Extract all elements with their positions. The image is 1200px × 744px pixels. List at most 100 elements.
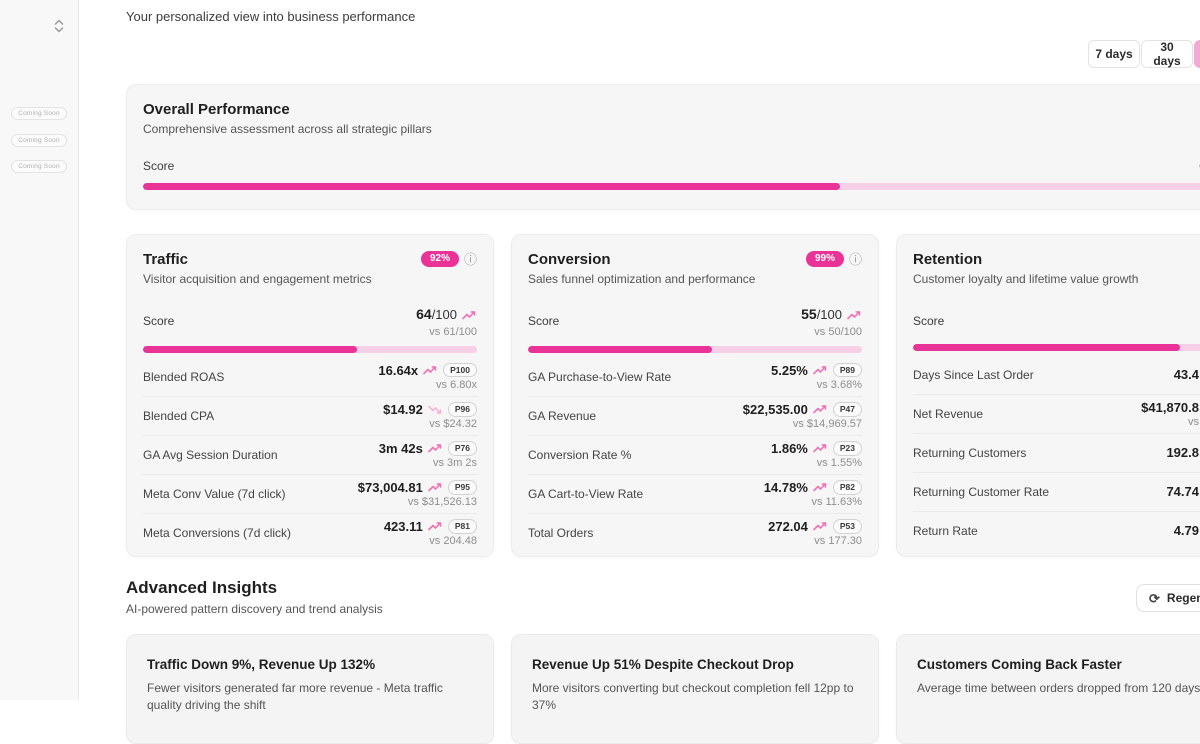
metric-row: GA Avg Session Duration 3m 42s P76 vs 3m … bbox=[143, 435, 477, 474]
metric-vs: vs bbox=[1188, 416, 1199, 428]
refresh-icon: ⟳ bbox=[1149, 590, 1160, 606]
metric-row: GA Revenue $22,535.00 P47 vs $14,969.57 bbox=[528, 396, 862, 435]
metric-vs: vs 204.48 bbox=[429, 535, 477, 547]
insight-body: More visitors converting but checkout co… bbox=[532, 681, 854, 713]
coming-soon-badge: Coming Soon bbox=[11, 134, 67, 147]
metric-label: GA Cart-to-View Rate bbox=[528, 487, 644, 501]
percentile-badge: P89 bbox=[832, 362, 862, 378]
metric-vs: vs 6.80x bbox=[436, 378, 477, 391]
metric-label: Return Rate bbox=[913, 524, 978, 538]
metric-vs: vs 11.63% bbox=[811, 496, 862, 508]
score-vs: vs 50/100 bbox=[814, 326, 862, 338]
score-bar-fill bbox=[143, 346, 357, 353]
score-label: Score bbox=[528, 314, 560, 328]
trend-icon bbox=[428, 521, 443, 532]
metric-label: Blended ROAS bbox=[143, 369, 225, 384]
metric-label: Total Orders bbox=[528, 526, 594, 540]
trend-icon bbox=[428, 443, 443, 454]
trend-icon bbox=[813, 482, 828, 493]
percentile-badge: P23 bbox=[832, 441, 862, 456]
percentile-badge: P95 bbox=[447, 480, 477, 495]
metric-label: Net Revenue bbox=[913, 407, 984, 421]
metric-vs: vs $31,526.13 bbox=[407, 496, 477, 508]
traffic-subtitle: Visitor acquisition and engagement metri… bbox=[143, 272, 372, 286]
metric-label: GA Revenue bbox=[528, 409, 597, 423]
metric-value: 1.86% bbox=[771, 441, 808, 456]
insight-body: Fewer visitors generated far more revenu… bbox=[147, 681, 443, 713]
metric-label: Blended CPA bbox=[143, 409, 215, 423]
insight-title: Traffic Down 9%, Revenue Up 132% bbox=[147, 657, 376, 672]
time-range-7-days-button[interactable]: 7 days bbox=[1088, 40, 1140, 68]
score-bar bbox=[143, 346, 477, 353]
info-icon[interactable]: ⓘ bbox=[463, 251, 477, 267]
metric-label: GA Avg Session Duration bbox=[143, 448, 278, 462]
retention-subtitle: Customer loyalty and lifetime value grow… bbox=[913, 272, 1139, 286]
score-vs: vs 61/100 bbox=[429, 326, 477, 338]
metric-value: $14.92 bbox=[383, 402, 423, 417]
score-label: Score bbox=[143, 314, 175, 328]
overall-title: Overall Performance bbox=[143, 101, 290, 118]
conversion-title: Conversion bbox=[528, 251, 611, 268]
metric-row: Total Orders 272.04 P53 vs 177.30 bbox=[528, 513, 862, 552]
percentile-badge: P53 bbox=[832, 519, 862, 534]
score-denominator: /100 bbox=[816, 307, 842, 322]
metric-row: Returning Customers 192.8 bbox=[913, 433, 1200, 472]
page-subtitle: Your personalized view into business per… bbox=[126, 9, 416, 24]
metric-row: GA Cart-to-View Rate 14.78% P82 vs 11.63% bbox=[528, 474, 862, 513]
overall-score-label: Score bbox=[143, 158, 175, 173]
metric-label: Meta Conversions (7d click) bbox=[143, 526, 292, 540]
traffic-title: Traffic bbox=[143, 251, 189, 268]
insights-subtitle: AI-powered pattern discovery and trend a… bbox=[126, 602, 383, 616]
insight-body: Average time between orders dropped from… bbox=[917, 681, 1200, 695]
metric-value: 192.8 bbox=[1166, 445, 1199, 460]
regenerate-button[interactable]: ⟳ Regenerate bbox=[1136, 584, 1200, 612]
percentile-badge: P100 bbox=[443, 362, 477, 378]
metric-value: 3m 42s bbox=[378, 441, 423, 456]
time-range-selected-button[interactable] bbox=[1194, 40, 1200, 68]
retention-title: Retention bbox=[913, 251, 983, 268]
metric-row: Net Revenue $41,870.8 vs bbox=[913, 394, 1200, 433]
metric-label: Conversion Rate % bbox=[528, 448, 632, 462]
metric-row: Days Since Last Order 43.4 bbox=[913, 355, 1200, 394]
trend-icon bbox=[847, 310, 862, 321]
metric-row: Blended ROAS 16.64x P100 vs 6.80x bbox=[143, 357, 477, 396]
metric-label: Meta Conv Value (7d click) bbox=[143, 487, 286, 501]
trend-icon bbox=[813, 521, 828, 532]
metric-vs: vs $14,969.57 bbox=[792, 418, 862, 430]
trend-icon bbox=[813, 443, 828, 454]
overall-score-bar bbox=[143, 183, 1200, 190]
trend-icon bbox=[813, 404, 828, 415]
metric-label: Returning Customers bbox=[913, 446, 1027, 460]
metric-vs: vs 3m 2s bbox=[432, 457, 477, 469]
score-bar-fill bbox=[913, 344, 1181, 351]
info-icon[interactable]: ⓘ bbox=[848, 251, 862, 267]
insight-card: Customers Coming Back Faster Average tim… bbox=[896, 634, 1200, 744]
coming-soon-badge: Coming Soon bbox=[11, 107, 67, 120]
chevrons-up-down-icon[interactable] bbox=[52, 18, 70, 36]
traffic-percent-badge: 92% bbox=[420, 251, 459, 267]
trend-icon bbox=[428, 404, 443, 415]
metric-value: 272.04 bbox=[768, 519, 808, 534]
metric-vs: vs 1.55% bbox=[816, 457, 862, 469]
score-label: Score bbox=[913, 314, 945, 328]
percentile-badge: P47 bbox=[832, 402, 862, 417]
score-bar-fill bbox=[528, 346, 712, 353]
percentile-badge: P81 bbox=[447, 519, 477, 534]
insight-card: Traffic Down 9%, Revenue Up 132% Fewer v… bbox=[126, 634, 494, 744]
metric-row: Meta Conv Value (7d click) $73,004.81 P95… bbox=[143, 474, 477, 513]
trend-icon bbox=[428, 482, 443, 493]
trend-icon bbox=[813, 365, 828, 376]
metric-row: Conversion Rate % 1.86% P23 vs 1.55% bbox=[528, 435, 862, 474]
insight-title: Revenue Up 51% Despite Checkout Drop bbox=[532, 657, 794, 672]
metric-value: $73,004.81 bbox=[357, 480, 423, 495]
insights-title: Advanced Insights bbox=[126, 578, 278, 597]
metric-value: $41,870.8 bbox=[1141, 400, 1199, 415]
time-range-30-days-button[interactable]: 30 days bbox=[1141, 40, 1193, 68]
metric-value: 5.25% bbox=[771, 362, 808, 378]
trend-icon bbox=[423, 365, 438, 376]
metric-vs: vs $24.32 bbox=[429, 418, 477, 430]
percentile-badge: P76 bbox=[447, 441, 477, 456]
metric-vs: vs 3.68% bbox=[816, 378, 862, 391]
conversion-subtitle: Sales funnel optimization and performanc… bbox=[528, 272, 756, 286]
metric-value: 4.79 bbox=[1173, 523, 1199, 538]
